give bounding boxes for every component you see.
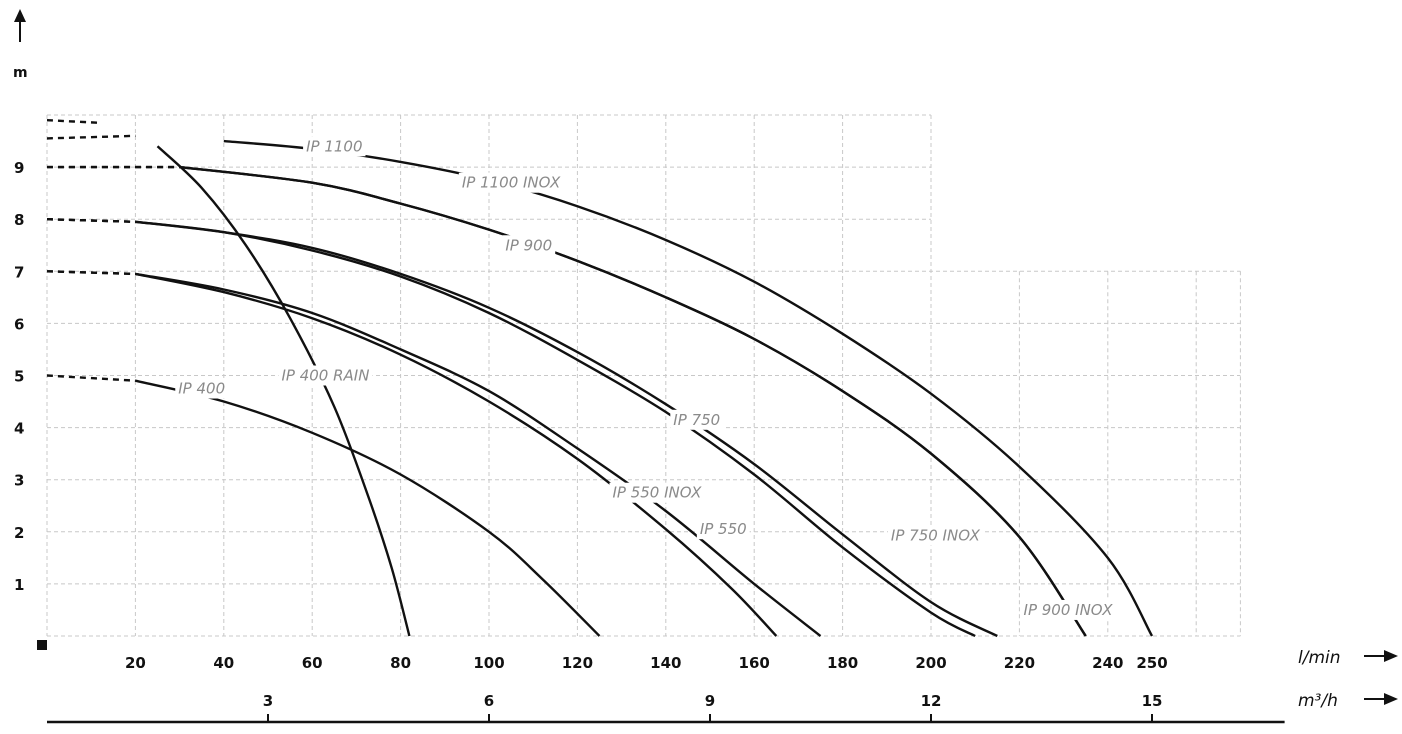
series-label-bg xyxy=(175,378,229,399)
series-label-bg xyxy=(303,136,366,157)
series-ip-550-line xyxy=(135,272,822,637)
series-label-ip-900-inox: IP 900 INOX xyxy=(1020,599,1117,620)
series-label-ip-400-rain: IP 400 RAIN xyxy=(278,365,373,386)
x-tick-label: 200 xyxy=(915,654,946,672)
series-label-text: IP 750 INOX xyxy=(891,526,981,544)
series-label-bg xyxy=(1020,599,1117,620)
x-tick-label: 120 xyxy=(562,654,593,672)
y-tick-label: 9 xyxy=(14,159,24,177)
x-tick-label: 140 xyxy=(650,654,681,672)
y-tick-label: 5 xyxy=(14,368,24,386)
y-tick-label: 6 xyxy=(14,315,24,333)
x-tick-label: 180 xyxy=(827,654,858,672)
grid xyxy=(46,114,1241,637)
series-ip-750-inox-dashed xyxy=(46,218,136,223)
series-ip-1100-dashed xyxy=(46,134,136,140)
x-tick-label: 220 xyxy=(1004,654,1035,672)
series-label-bg xyxy=(696,519,750,540)
series-ip-750-line xyxy=(135,220,976,638)
y-tick-label: 2 xyxy=(14,524,24,542)
x2-tick-label: 6 xyxy=(484,692,494,710)
x-tick-label: 100 xyxy=(473,654,504,672)
series-label-text: IP 400 xyxy=(178,380,225,398)
series-label-ip-750-inox: IP 750 INOX xyxy=(887,525,984,546)
series-ip-900-line xyxy=(179,165,1087,637)
series-label-text: IP 900 INOX xyxy=(1024,601,1114,619)
x-tick-label: 160 xyxy=(739,654,770,672)
x2-axis-unit-label: m³/h xyxy=(1298,691,1338,711)
series-label-text: IP 550 xyxy=(700,520,747,538)
series-label-text: IP 400 RAIN xyxy=(281,367,369,385)
series-label-bg xyxy=(502,235,556,256)
x2-tick-label: 12 xyxy=(921,692,942,710)
series-label-text: IP 750 xyxy=(673,411,720,429)
curve-labels: IP 400 IP 400 RAIN IP 550 INOX IP 550 IP 750… xyxy=(175,136,1117,620)
series-label-text: IP 1100 INOX xyxy=(462,174,561,192)
series-ip-400-rain-dashed xyxy=(46,119,101,124)
x-tick-label: 80 xyxy=(390,654,411,672)
series-ip-400-line xyxy=(135,379,601,637)
series-ip-900-inox-line xyxy=(179,165,1087,637)
series-label-bg xyxy=(609,482,706,503)
series-label-ip-550: IP 550 xyxy=(696,519,750,540)
y-tick-label: 8 xyxy=(14,211,24,229)
series-ip-400-dashed xyxy=(46,374,136,382)
series-ip-550-inox-line xyxy=(135,272,778,637)
series-label-text: IP 900 xyxy=(505,236,552,254)
x2-axis-arrow-icon xyxy=(1384,693,1398,705)
x2-tick-label: 15 xyxy=(1142,692,1163,710)
x-tick-label: 250 xyxy=(1136,654,1167,672)
y-tick-label: 1 xyxy=(14,576,24,594)
x-axis-unit-label: l/min xyxy=(1298,648,1341,668)
series-ip-750-inox-line xyxy=(135,220,998,638)
origin-marker xyxy=(37,640,47,650)
x-tick-label: 60 xyxy=(302,654,323,672)
series-label-ip-400: IP 400 xyxy=(175,378,229,399)
series-label-ip-1100: IP 1100 xyxy=(303,136,366,157)
series-ip-1100-line xyxy=(223,139,1154,637)
y-tick-label: 4 xyxy=(14,420,24,438)
series-label-ip-1100-inox: IP 1100 INOX xyxy=(458,172,565,193)
series-label-bg xyxy=(278,365,373,386)
series-label-ip-750: IP 750 xyxy=(670,409,724,430)
x-tick-label: 20 xyxy=(125,654,146,672)
x-tick-label: 240 xyxy=(1092,654,1123,672)
series-label-text: IP 550 INOX xyxy=(612,484,702,502)
y-axis-label: m xyxy=(13,65,28,81)
curves xyxy=(46,119,1154,638)
series-label-bg xyxy=(670,409,724,430)
y-tick-label: 7 xyxy=(14,263,24,281)
series-label-ip-550-inox: IP 550 INOX xyxy=(609,482,706,503)
series-label-bg xyxy=(458,172,565,193)
x2-tick-label: 9 xyxy=(705,692,715,710)
x2-tick-label: 3 xyxy=(263,692,273,710)
x-axis-arrow-icon xyxy=(1384,650,1398,662)
y-axis-arrow-icon xyxy=(14,9,26,22)
series-label-text: IP 1100 xyxy=(306,137,362,155)
series-label-ip-900: IP 900 xyxy=(502,235,556,256)
y-tick-label: 3 xyxy=(14,472,24,490)
x-tick-label: 40 xyxy=(213,654,234,672)
series-ip-550-dashed xyxy=(46,270,136,276)
series-label-bg xyxy=(887,525,984,546)
